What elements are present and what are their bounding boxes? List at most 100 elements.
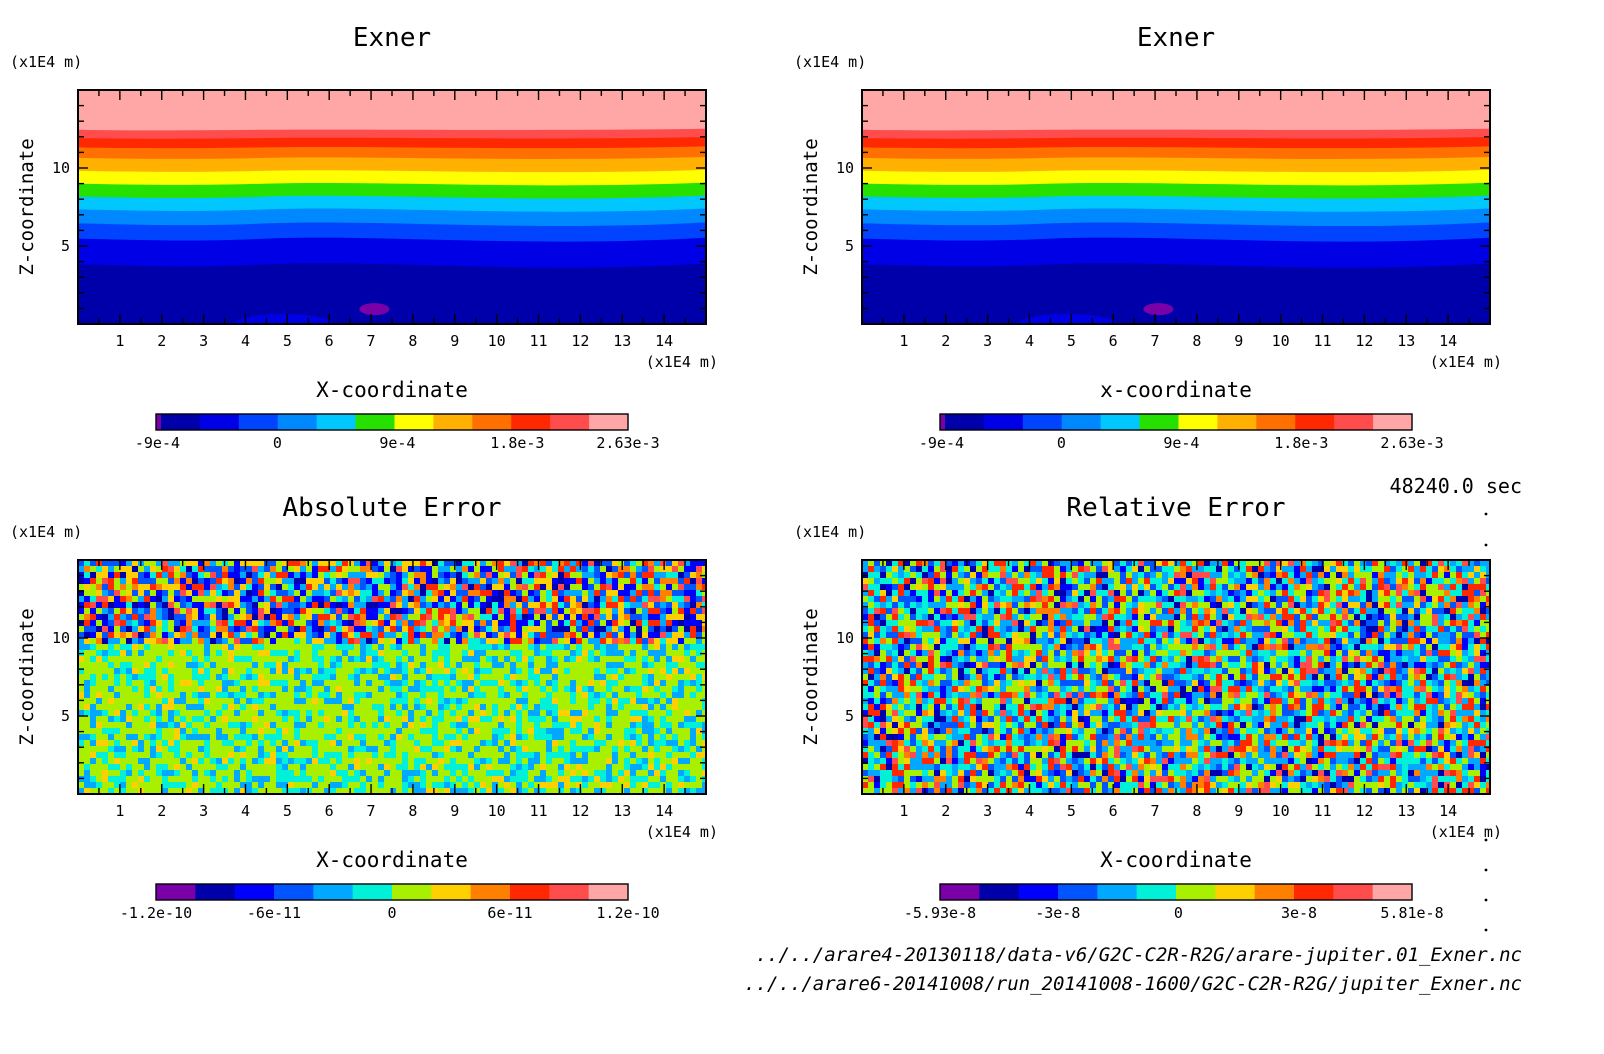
x-tick-label: 11	[530, 332, 548, 350]
colorbar-tick-label: 1.8e-3	[1274, 434, 1328, 452]
colorbar-tick-label: -9e-4	[919, 434, 964, 452]
x-tick-label: 6	[1109, 802, 1118, 820]
x-tick-label: 2	[157, 332, 166, 350]
y-axis-label: Z-coordinate	[800, 608, 822, 745]
colorbar-swatch	[433, 414, 473, 430]
x-tick-label: 9	[450, 332, 459, 350]
colorbar-swatch	[1217, 414, 1257, 430]
x-tick-label: 5	[283, 802, 292, 820]
colorbar-swatch	[394, 414, 434, 430]
x-tick-label: 12	[571, 332, 589, 350]
x-tick-label: 12	[1355, 332, 1373, 350]
y-tick-label: 5	[61, 707, 70, 725]
x-tick-label: 5	[1067, 332, 1076, 350]
colorbar-swatch	[549, 884, 590, 900]
colorbar-swatch	[355, 414, 395, 430]
x-tick-label: 2	[941, 802, 950, 820]
file-path-1: ../../arare4-20130118/data-v6/G2C-C2R-R2…	[755, 944, 1522, 966]
colorbar-tick-label: 9e-4	[1163, 434, 1199, 452]
x-tick-label: 13	[1397, 332, 1415, 350]
colorbar: -5.93e-8 -3e-8 0 3e-8 5.81e-8	[904, 883, 1444, 922]
x-tick-label: 3	[199, 332, 208, 350]
colorbar-swatch	[510, 884, 550, 900]
colorbar-swatch	[945, 414, 985, 430]
x-tick-label: 8	[1192, 332, 1201, 350]
x-tick-label: 3	[199, 802, 208, 820]
margin-dot	[1484, 928, 1488, 932]
colorbar-swatch	[588, 884, 629, 900]
colorbar-swatch	[1061, 414, 1102, 430]
colorbar-swatch	[392, 884, 432, 900]
colorbar-tick-label: 2.63e-3	[596, 434, 659, 452]
x-axis-label: X-coordinate	[1100, 848, 1252, 872]
colorbar-tick-label: -3e-8	[1035, 904, 1080, 922]
x-tick-label: 7	[367, 332, 376, 350]
colorbar-swatch	[1178, 414, 1218, 430]
y-tick-label: 5	[845, 707, 854, 725]
x-tick-label: 10	[1272, 332, 1290, 350]
colorbar-swatch	[1097, 884, 1138, 900]
colorbar-tick-label: 1.8e-3	[490, 434, 544, 452]
x-tick-label: 9	[450, 802, 459, 820]
colorbar-swatch	[274, 884, 314, 900]
x-tick-label: 14	[655, 332, 673, 350]
colorbar-swatch	[550, 414, 590, 430]
heatmap-band	[78, 90, 706, 131]
x-tick-label: 13	[613, 332, 631, 350]
y-unit-label: (x1E4 m)	[794, 53, 866, 71]
heatmap-blob	[359, 303, 390, 316]
x-tick-label: 14	[1439, 802, 1457, 820]
colorbar-swatch	[589, 414, 629, 430]
x-tick-label: 13	[613, 802, 631, 820]
colorbar-swatch	[352, 884, 393, 900]
x-tick-label: 7	[1151, 802, 1160, 820]
colorbar-swatch	[199, 414, 240, 430]
colorbar-tick-label: 3e-8	[1281, 904, 1317, 922]
colorbar-tick-label: 9e-4	[379, 434, 415, 452]
x-tick-label: 1	[115, 802, 124, 820]
x-unit-label: (x1E4 m)	[1430, 353, 1502, 371]
y-unit-label: (x1E4 m)	[10, 53, 82, 71]
colorbar-swatch	[1294, 884, 1334, 900]
colorbar-tick-label: -6e-11	[247, 904, 301, 922]
x-tick-label: 11	[530, 802, 548, 820]
x-axis-label: x-coordinate	[1100, 378, 1252, 402]
colorbar-swatch	[431, 884, 472, 900]
x-tick-label: 10	[488, 802, 506, 820]
colorbar-swatch	[940, 414, 945, 430]
x-tick-label: 8	[408, 332, 417, 350]
colorbar-swatch	[1295, 414, 1335, 430]
colorbar-swatch	[1100, 414, 1141, 430]
colorbar-tick-label: 6e-11	[487, 904, 532, 922]
x-axis-label: X-coordinate	[316, 378, 468, 402]
colorbar: -1.2e-10 -6e-11 0 6e-11 1.2e-10	[120, 883, 660, 922]
x-tick-label: 10	[488, 332, 506, 350]
x-tick-label: 11	[1314, 332, 1332, 350]
colorbar-swatch	[1176, 884, 1216, 900]
colorbar-swatch	[1018, 884, 1059, 900]
colorbar-swatch	[1334, 414, 1374, 430]
x-tick-label: 12	[1355, 802, 1373, 820]
x-tick-label: 13	[1397, 802, 1415, 820]
x-unit-label: (x1E4 m)	[646, 823, 718, 841]
margin-dot	[1484, 543, 1488, 547]
colorbar-swatch	[1058, 884, 1098, 900]
colorbar-swatch	[1022, 414, 1063, 430]
chart-title: Absolute Error	[282, 493, 501, 523]
colorbar-swatch	[234, 884, 275, 900]
y-axis-label: Z-coordinate	[800, 138, 822, 275]
colorbar: -9e-4 0 9e-4 1.8e-3 2.63e-3	[919, 413, 1444, 452]
colorbar-swatch	[1333, 884, 1374, 900]
x-tick-label: 6	[325, 802, 334, 820]
x-tick-label: 3	[983, 332, 992, 350]
x-tick-label: 1	[899, 802, 908, 820]
y-tick-label: 10	[52, 629, 70, 647]
margin-dot	[1484, 898, 1488, 902]
colorbar-swatch	[238, 414, 279, 430]
y-tick-label: 5	[845, 237, 854, 255]
y-tick-label: 10	[836, 159, 854, 177]
x-tick-label: 7	[367, 802, 376, 820]
colorbar-tick-label: 0	[1057, 434, 1066, 452]
